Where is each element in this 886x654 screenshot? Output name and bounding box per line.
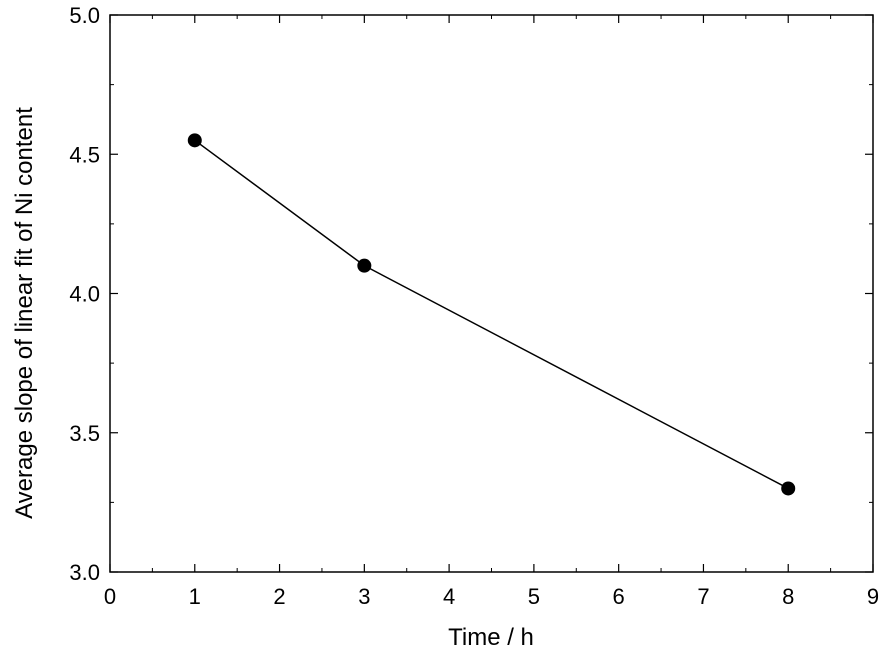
data-point [187, 133, 202, 148]
x-axis-title: Time / h [448, 624, 534, 651]
x-tick-label: 1 [189, 584, 201, 609]
y-tick-label: 3.5 [69, 421, 100, 446]
x-tick-label: 3 [358, 584, 370, 609]
series-lines [194, 139, 789, 490]
x-tick-label: 6 [613, 584, 625, 609]
series-points [187, 133, 796, 496]
y-tick-label: 5.0 [69, 3, 100, 28]
x-tick-label: 8 [782, 584, 794, 609]
x-tick-label: 7 [697, 584, 709, 609]
x-axis-tick-labels: 0 1 2 3 4 5 6 7 8 9 [104, 584, 879, 609]
y-axis-tick-labels: 3.0 3.5 4.0 4.5 5.0 [69, 3, 100, 585]
data-point [357, 258, 372, 273]
x-tick-label: 0 [104, 584, 116, 609]
x-tick-label: 5 [528, 584, 540, 609]
y-tick-label: 4.0 [69, 282, 100, 307]
x-tick-label: 2 [273, 584, 285, 609]
y-axis-title: Average slope of linear fit of Ni conten… [11, 107, 38, 519]
y-tick-label: 4.5 [69, 142, 100, 167]
x-tick-label: 9 [867, 584, 879, 609]
x-axis-ticks [109, 15, 874, 572]
y-axis-ticks [110, 14, 873, 573]
series-line [194, 139, 789, 490]
y-tick-label: 3.0 [69, 560, 100, 585]
plot-frame [109, 14, 874, 573]
data-point [781, 481, 796, 496]
x-tick-label: 4 [443, 584, 455, 609]
